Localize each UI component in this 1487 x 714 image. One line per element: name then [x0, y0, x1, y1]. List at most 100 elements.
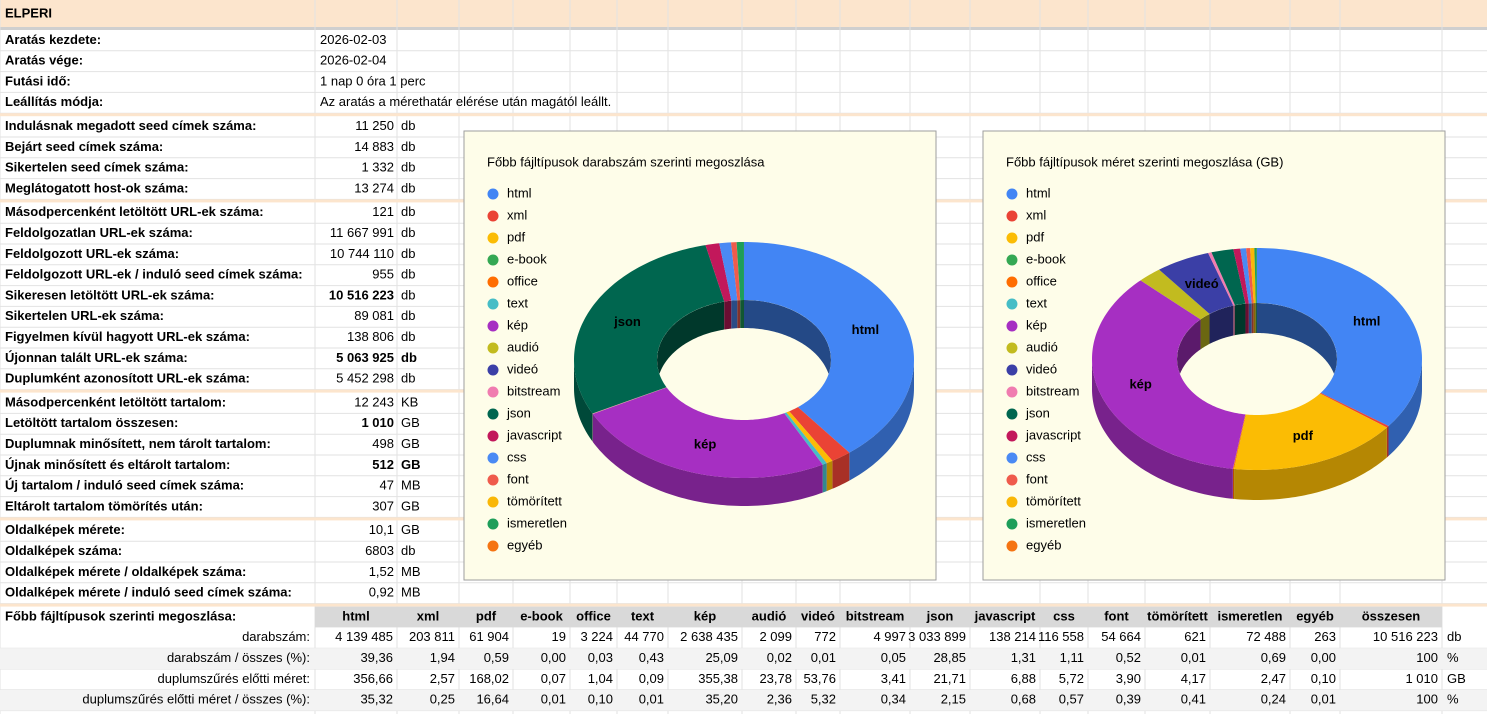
- slice-inner-side: [1200, 313, 1210, 350]
- metric-label: Feldolgozott URL-ek / induló seed címek …: [5, 267, 303, 282]
- detail-value: 2026-02-04: [320, 53, 387, 68]
- metric-unit: db: [401, 225, 415, 240]
- slice-inner-side: [1234, 303, 1246, 336]
- table-cell: 0,24: [1261, 692, 1286, 707]
- legend-label: css: [1026, 449, 1046, 464]
- metric-unit: db: [401, 287, 415, 302]
- slice: [786, 411, 833, 464]
- row-label: duplumszűrés előtti méret / összes (%):: [82, 692, 310, 707]
- slice-inner-side: [744, 300, 831, 388]
- table-cell: 0,07: [541, 671, 566, 686]
- metric-value: 138 806: [347, 329, 394, 344]
- legend-label: text: [1026, 295, 1047, 310]
- legend-swatch: [487, 254, 499, 266]
- metric-value: 0,92: [369, 585, 394, 600]
- slice: [1319, 392, 1389, 428]
- table-cell: 1,04: [588, 671, 613, 686]
- legend-label: ismeretlen: [1026, 515, 1086, 530]
- legend-label: pdf: [1026, 229, 1044, 244]
- slice-inner-side: [1177, 319, 1201, 389]
- table-cell: 0,59: [484, 650, 509, 665]
- metric-value: 11 250: [355, 118, 394, 133]
- legend-label: videó: [1026, 361, 1057, 376]
- table-cell: 6,88: [1011, 671, 1036, 686]
- metric-label: Újonnan talált URL-ek száma:: [5, 350, 188, 365]
- table-cell: 0,01: [1311, 692, 1336, 707]
- legend-swatch: [1006, 254, 1018, 266]
- slice: [1208, 252, 1235, 306]
- table-cell: 356,66: [353, 671, 393, 686]
- row-unit: %: [1447, 650, 1459, 665]
- column-header: html: [342, 608, 369, 623]
- metric-value: 5 063 925: [336, 350, 394, 365]
- legend-label: javascript: [1025, 427, 1081, 442]
- table-cell: 0,57: [1059, 692, 1084, 707]
- legend-swatch: [487, 518, 499, 530]
- section-separator: [0, 603, 1487, 607]
- table-cell: 168,02: [469, 671, 509, 686]
- table-cell: 28,85: [933, 650, 966, 665]
- slice-labels: html pdf kép videó: [1129, 276, 1380, 443]
- metric-unit: db: [401, 118, 415, 133]
- table-cell: 1,94: [430, 650, 455, 665]
- metric-label: Oldalképek mérete / oldalképek száma:: [5, 564, 246, 579]
- legend-label: e-book: [1026, 251, 1066, 266]
- metric-label: Letöltött tartalom összesen:: [5, 415, 178, 430]
- column-header: összesen: [1362, 608, 1421, 623]
- table-cell: 0,10: [1311, 671, 1336, 686]
- metric-label: Bejárt seed címek száma:: [5, 139, 163, 154]
- slice-side: [592, 414, 823, 506]
- chart: Főbb fájltípusok méret szerinti megoszlá…: [982, 130, 1446, 581]
- table-cell: 0,25: [430, 692, 455, 707]
- column-header: font: [1104, 608, 1129, 623]
- legend-swatch: [487, 430, 499, 442]
- slice: [705, 243, 732, 302]
- slice-inner-side: [1253, 303, 1256, 334]
- legend-swatch: [1006, 298, 1018, 310]
- metric-value: 5 452 298: [336, 371, 394, 386]
- column-header: bitstream: [846, 608, 905, 623]
- table-cell: 0,68: [1011, 692, 1036, 707]
- table-cell: 4 997: [873, 629, 906, 644]
- legend-label: audió: [1026, 339, 1058, 354]
- row-unit: GB: [1447, 671, 1466, 686]
- column-header: json: [926, 608, 954, 623]
- metric-value: 11 667 991: [330, 225, 394, 240]
- legend-label: javascript: [506, 427, 562, 442]
- slice-inner-side: [731, 300, 738, 329]
- table-cell: 3,41: [881, 671, 906, 686]
- legend-swatch: [487, 474, 499, 486]
- metric-label: Másodpercenként letöltött URL-ek száma:: [5, 204, 264, 219]
- metric-label: Oldalképek száma:: [5, 543, 122, 558]
- table-cell: 44 770: [624, 629, 664, 644]
- column-header: office: [576, 608, 611, 623]
- chart-title: Főbb fájltípusok méret szerinti megoszlá…: [1006, 154, 1283, 169]
- metric-value: 1 332: [361, 160, 394, 175]
- slice-label: videó: [1185, 276, 1219, 291]
- table-cell: 53,76: [803, 671, 836, 686]
- table-cell: 0,09: [639, 671, 664, 686]
- metric-unit: MB: [401, 478, 421, 493]
- legend-swatch: [487, 210, 499, 222]
- slice-inner-side: [1233, 305, 1235, 336]
- metric-label: Sikertelen seed címek száma:: [5, 160, 189, 175]
- table-cell: 23,78: [759, 671, 792, 686]
- slice: [1234, 414, 1246, 469]
- legend-swatch: [1006, 188, 1018, 200]
- legend-swatch: [487, 298, 499, 310]
- metric-label: Sikertelen URL-ek száma:: [5, 308, 164, 323]
- table-cell: 5,72: [1059, 671, 1084, 686]
- metric-unit: db: [401, 204, 415, 219]
- slice-inner-side: [737, 300, 741, 329]
- legend-label: egyéb: [507, 537, 542, 552]
- legend-label: css: [507, 449, 527, 464]
- slices: [1092, 248, 1422, 470]
- inner-walls: [657, 300, 831, 388]
- table-cell: 100: [1416, 692, 1438, 707]
- table-cell: 0,03: [588, 650, 613, 665]
- row-unit: %: [1447, 692, 1459, 707]
- legend-swatch: [1006, 430, 1018, 442]
- table-cell: 2,57: [430, 671, 455, 686]
- slice-inner-side: [1257, 303, 1337, 389]
